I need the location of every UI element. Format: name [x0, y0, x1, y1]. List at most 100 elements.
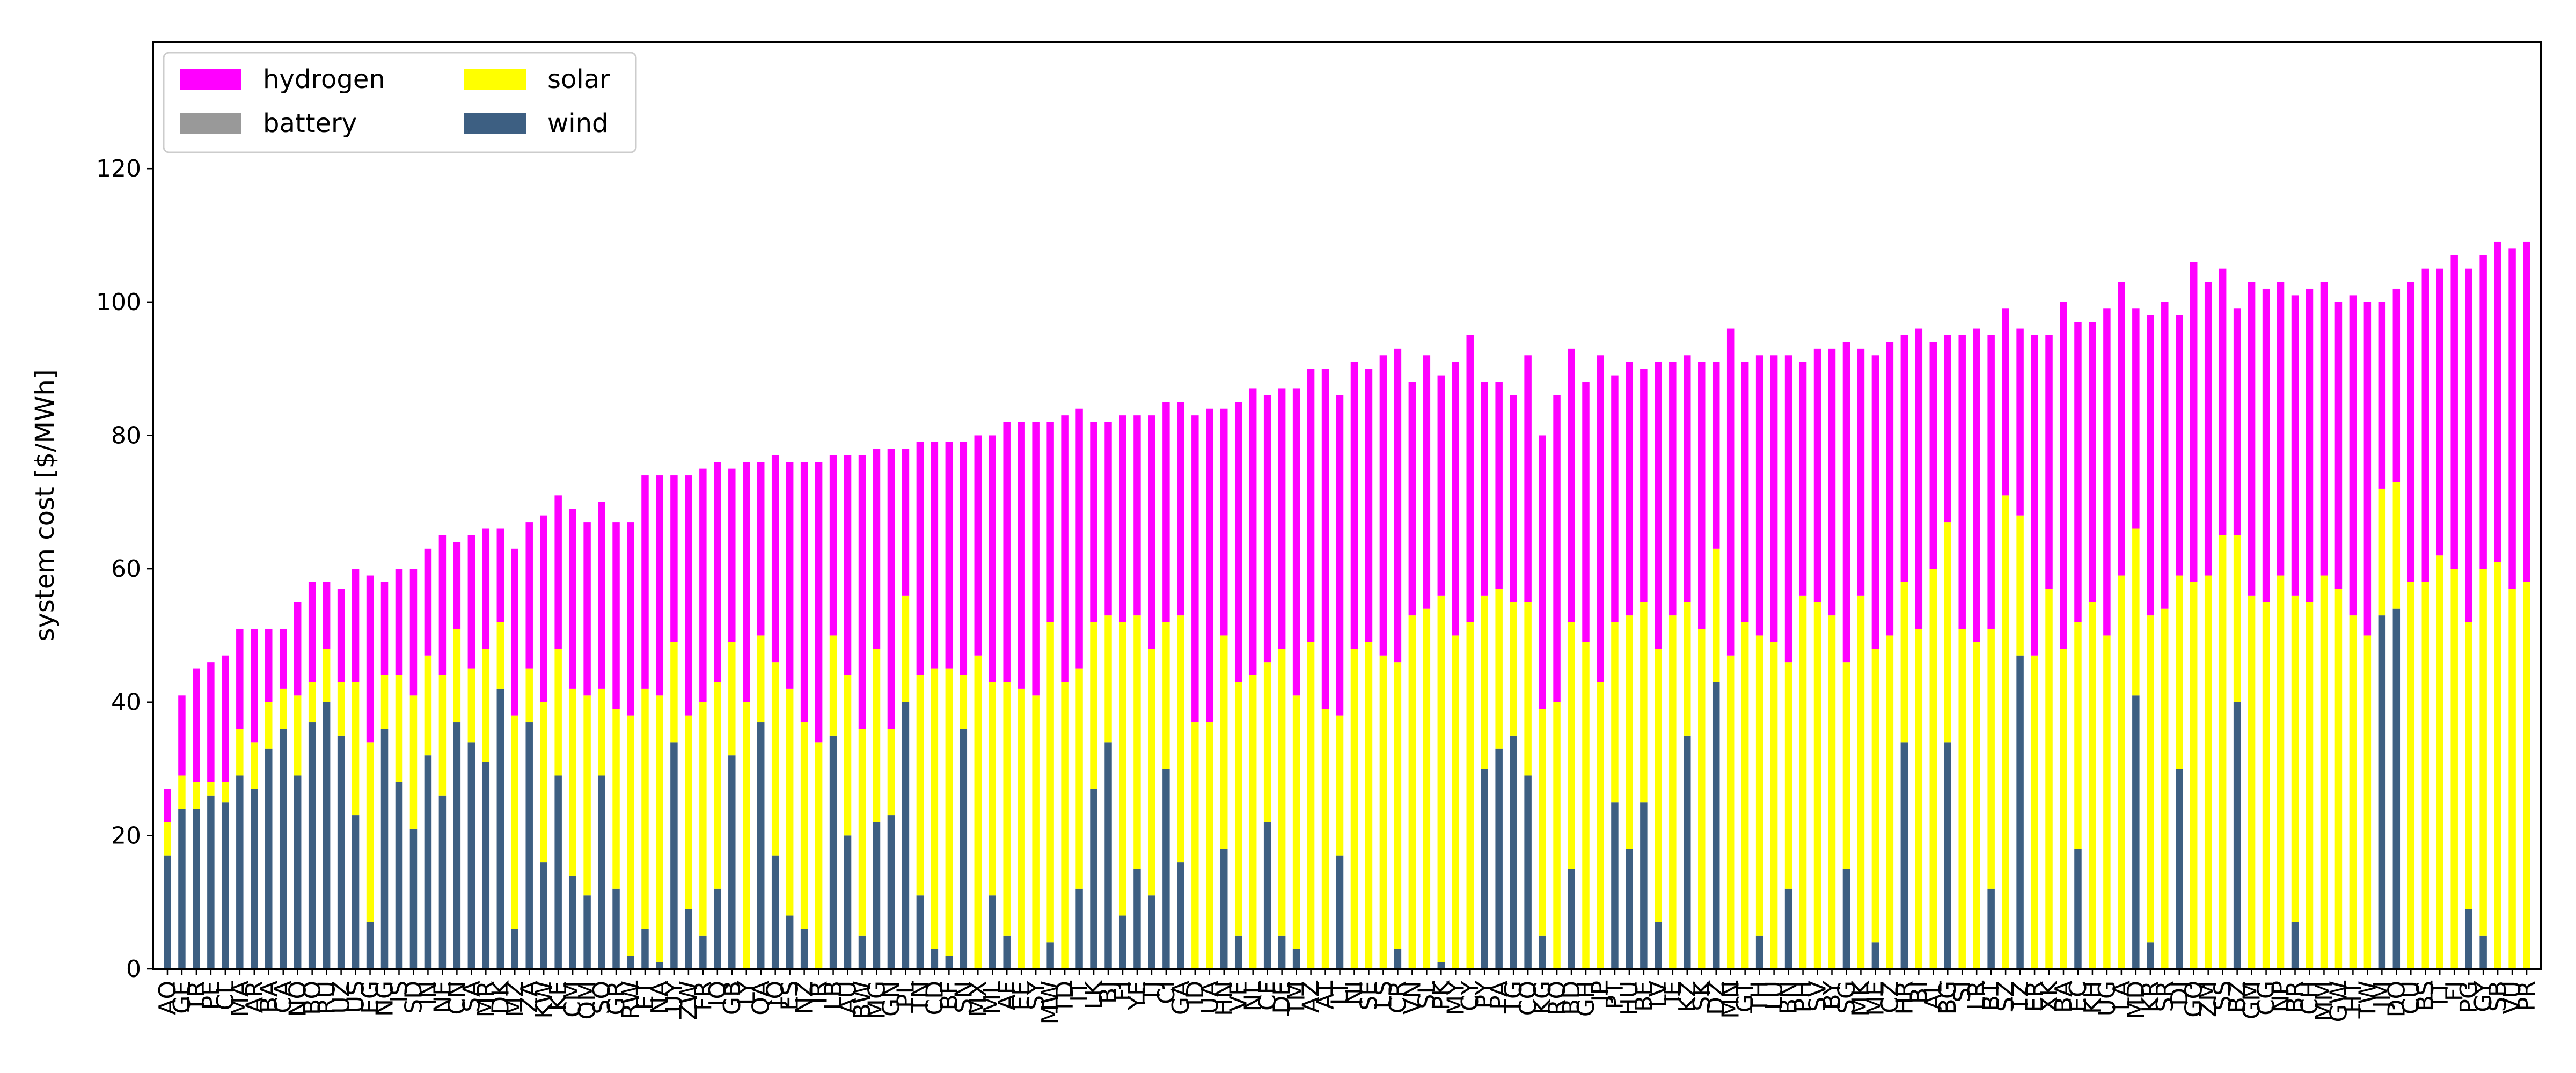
bar-wind-HR — [1900, 742, 1908, 969]
bar-solar-GR — [612, 709, 620, 889]
bar-solar-ES — [786, 688, 794, 916]
bar-hydrogen-MG — [873, 449, 881, 649]
bar-wind-GA — [1177, 862, 1184, 969]
bar-solar-NO — [294, 695, 302, 776]
bar-hydrogen-US — [352, 569, 360, 682]
bar-solar-XK — [2045, 589, 2053, 969]
x-tick-label-JM: JM — [2368, 981, 2396, 1010]
x-tick-label-GA: GA — [1167, 981, 1195, 1015]
bar-hydrogen-PR — [2523, 241, 2530, 582]
x-tick-label-TN: TN — [906, 981, 934, 1013]
bar-solar-AR — [251, 742, 258, 789]
bar-wind-CM — [569, 875, 576, 969]
bar-solar-ZA — [525, 668, 533, 723]
bar-hydrogen-ML — [989, 435, 996, 682]
bar-wind-LT — [1336, 855, 1344, 969]
bar-solar-LB — [829, 635, 837, 736]
bar-solar-UA — [1206, 722, 1213, 969]
bar-hydrogen-LY — [743, 462, 750, 702]
bar-solar-GW — [2334, 589, 2343, 969]
x-tick-label-TD: TD — [1051, 981, 1079, 1014]
bar-solar-LA — [2118, 575, 2125, 969]
bar-wind-BO — [308, 722, 316, 969]
bar-hydrogen-KZ — [1684, 355, 1691, 602]
bar-hydrogen-EG — [366, 575, 374, 743]
bar-solar-TN — [916, 675, 924, 896]
bar-hydrogen-JM — [2378, 302, 2386, 489]
bar-hydrogen-CZ — [1886, 342, 1894, 636]
bar-hydrogen-GQ — [2190, 262, 2198, 582]
bar-wind-BW — [858, 935, 866, 969]
x-tick-label-XK: XK — [2036, 980, 2063, 1012]
x-tick-label-AF: AF — [993, 981, 1021, 1010]
bar-hydrogen-DZ — [1712, 362, 1720, 549]
bar-hydrogen-NG — [380, 582, 389, 676]
x-tick-label-BG: BG — [1934, 981, 1962, 1015]
x-tick-label-BI: BI — [1905, 981, 1933, 1004]
bar-solar-TT — [2436, 555, 2443, 969]
x-tick-label-IN: IN — [414, 981, 442, 1005]
x-tick-label-CG: CG — [2253, 981, 2280, 1016]
x-tick-label-GY: GY — [2470, 981, 2497, 1012]
legend-label-wind: wind — [547, 108, 608, 138]
x-tick-label-BA: BA — [255, 981, 283, 1013]
bar-wind-BZ — [2233, 702, 2241, 969]
bar-hydrogen-CO — [1524, 355, 1532, 602]
bar-hydrogen-UZ — [337, 589, 345, 682]
bar-solar-ET — [641, 688, 649, 929]
bar-hydrogen-OM — [583, 522, 591, 696]
x-tick-label-IE: IE — [1659, 981, 1687, 1003]
x-tick-label-TZ: TZ — [2007, 981, 2034, 1012]
bar-solar-GT — [1741, 622, 1749, 969]
bar-wind-ME — [1871, 942, 1879, 969]
x-tick-label-FR: FR — [690, 981, 717, 1011]
legend-swatch-solar — [464, 69, 526, 90]
bars-layer — [164, 241, 2530, 969]
bar-hydrogen-AT — [1321, 369, 1329, 709]
x-tick-label-EG: EG — [357, 981, 384, 1014]
x-tick-label-MN: MN — [1717, 981, 1745, 1019]
bar-wind-GE — [178, 809, 186, 969]
bar-solar-PH — [1799, 595, 1807, 969]
bar-solar-AO — [164, 822, 171, 856]
bar-solar-GN — [887, 729, 895, 816]
bar-hydrogen-TD — [1061, 415, 1069, 682]
x-tick-label-TM: TM — [1283, 981, 1311, 1016]
x-tick-label-MK: MK — [1847, 980, 1875, 1017]
bar-solar-DZ — [1712, 548, 1720, 682]
bar-hydrogen-SN — [960, 442, 968, 676]
bar-wind-PT — [1611, 802, 1619, 969]
bar-wind-BE — [1640, 802, 1648, 969]
bar-hydrogen-SO — [598, 502, 605, 689]
y-tick-label-40: 40 — [111, 689, 141, 716]
bar-wind-ES — [786, 915, 794, 969]
x-tick-label-CZ: CZ — [1876, 981, 1904, 1013]
bar-hydrogen-MR — [482, 528, 490, 649]
bar-hydrogen-NI — [1350, 362, 1358, 649]
x-tick-label-IR: IR — [806, 981, 833, 1004]
bar-solar-NL — [1249, 675, 1257, 969]
bar-hydrogen-CH — [2306, 288, 2314, 602]
bar-hydrogen-SD — [409, 569, 418, 696]
x-tick-label-NZ: NZ — [791, 981, 818, 1015]
x-tick-label-ET: ET — [632, 981, 659, 1010]
bar-hydrogen-NZ — [800, 462, 808, 723]
x-tick-label-RW: RW — [617, 981, 645, 1019]
bar-hydrogen-TG — [1510, 395, 1517, 602]
x-axis: AOGETRPECLMAARBACANOBORUUZUSEGNGISSDINNE… — [154, 969, 2541, 1024]
x-tick-label-FJ: FJ — [2441, 981, 2468, 1001]
x-tick-label-CL: CL — [212, 981, 239, 1011]
bar-hydrogen-TN — [916, 442, 924, 676]
x-tick-label-CU: CU — [2397, 981, 2425, 1015]
x-tick-label-RO: RO — [1543, 981, 1571, 1016]
x-tick-label-ZW: ZW — [675, 981, 702, 1020]
x-tick-label-SS: SS — [2209, 981, 2237, 1011]
x-tick-label-CD: CD — [921, 981, 948, 1016]
bar-solar-TM — [1292, 695, 1300, 949]
bar-hydrogen-PG — [2465, 268, 2472, 622]
x-tick-label-NO: NO — [284, 981, 312, 1017]
bar-solar-SL — [1423, 608, 1431, 969]
bar-solar-MW — [1046, 622, 1054, 943]
bar-hydrogen-BT — [1987, 335, 1995, 629]
bar-wind-PY — [1481, 769, 1488, 969]
